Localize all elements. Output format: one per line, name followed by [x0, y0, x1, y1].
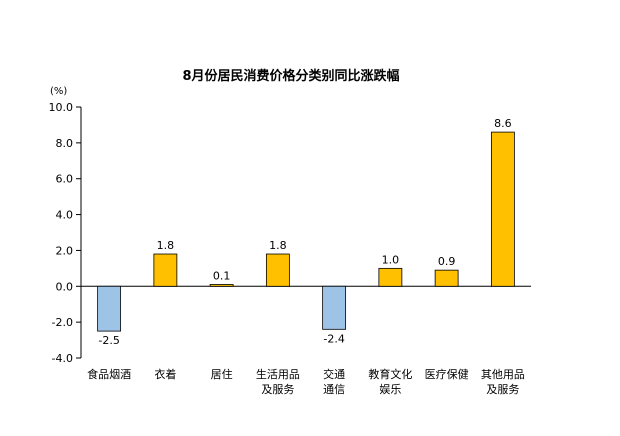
x-tick-label: 医疗保健 — [425, 367, 469, 381]
bar — [434, 269, 459, 287]
bar — [153, 253, 178, 287]
bar — [97, 285, 122, 332]
data-label: 1.8 — [269, 239, 287, 252]
y-tick-label: 6.0 — [56, 173, 74, 186]
data-label: 1.0 — [382, 253, 400, 266]
bar — [209, 284, 234, 287]
y-tick-label: 2.0 — [56, 244, 74, 257]
x-tick-label: 其他用品 — [481, 368, 525, 381]
data-label: -2.4 — [323, 332, 344, 345]
x-tick-label: 生活用品 — [256, 367, 300, 381]
y-axis-unit: (%) — [50, 86, 67, 97]
bar — [378, 267, 403, 287]
data-label: 1.8 — [157, 239, 175, 252]
y-tick-label: 4.0 — [56, 209, 74, 222]
data-label: 0.1 — [213, 269, 231, 282]
data-label: -2.5 — [98, 334, 119, 347]
x-tick-label: 及服务 — [261, 383, 294, 396]
data-label: 0.9 — [438, 255, 456, 268]
chart-title: 8月份居民消费价格分类别同比涨跌幅 — [182, 68, 399, 84]
x-tick-label: 及服务 — [486, 383, 519, 396]
y-tick-label: 8.0 — [56, 137, 74, 150]
x-tick-label: 食品烟酒 — [87, 367, 131, 381]
y-tick-label: 10.0 — [49, 101, 74, 114]
x-tick-label: 交通 — [323, 367, 345, 381]
y-tick-label: -4.0 — [52, 352, 73, 365]
y-tick-label: -2.0 — [52, 316, 73, 329]
x-tick-label: 娱乐 — [379, 382, 401, 396]
bar — [322, 285, 347, 330]
bar — [265, 253, 290, 287]
x-tick-label: 通信 — [323, 383, 345, 396]
x-tick-label: 衣着 — [154, 367, 176, 381]
x-tick-label: 教育文化 — [368, 367, 412, 381]
y-tick-label: 0.0 — [56, 280, 74, 293]
bar — [490, 131, 515, 287]
data-label: 8.6 — [494, 117, 512, 130]
bars — [97, 131, 515, 332]
x-tick-label: 居住 — [211, 367, 233, 381]
